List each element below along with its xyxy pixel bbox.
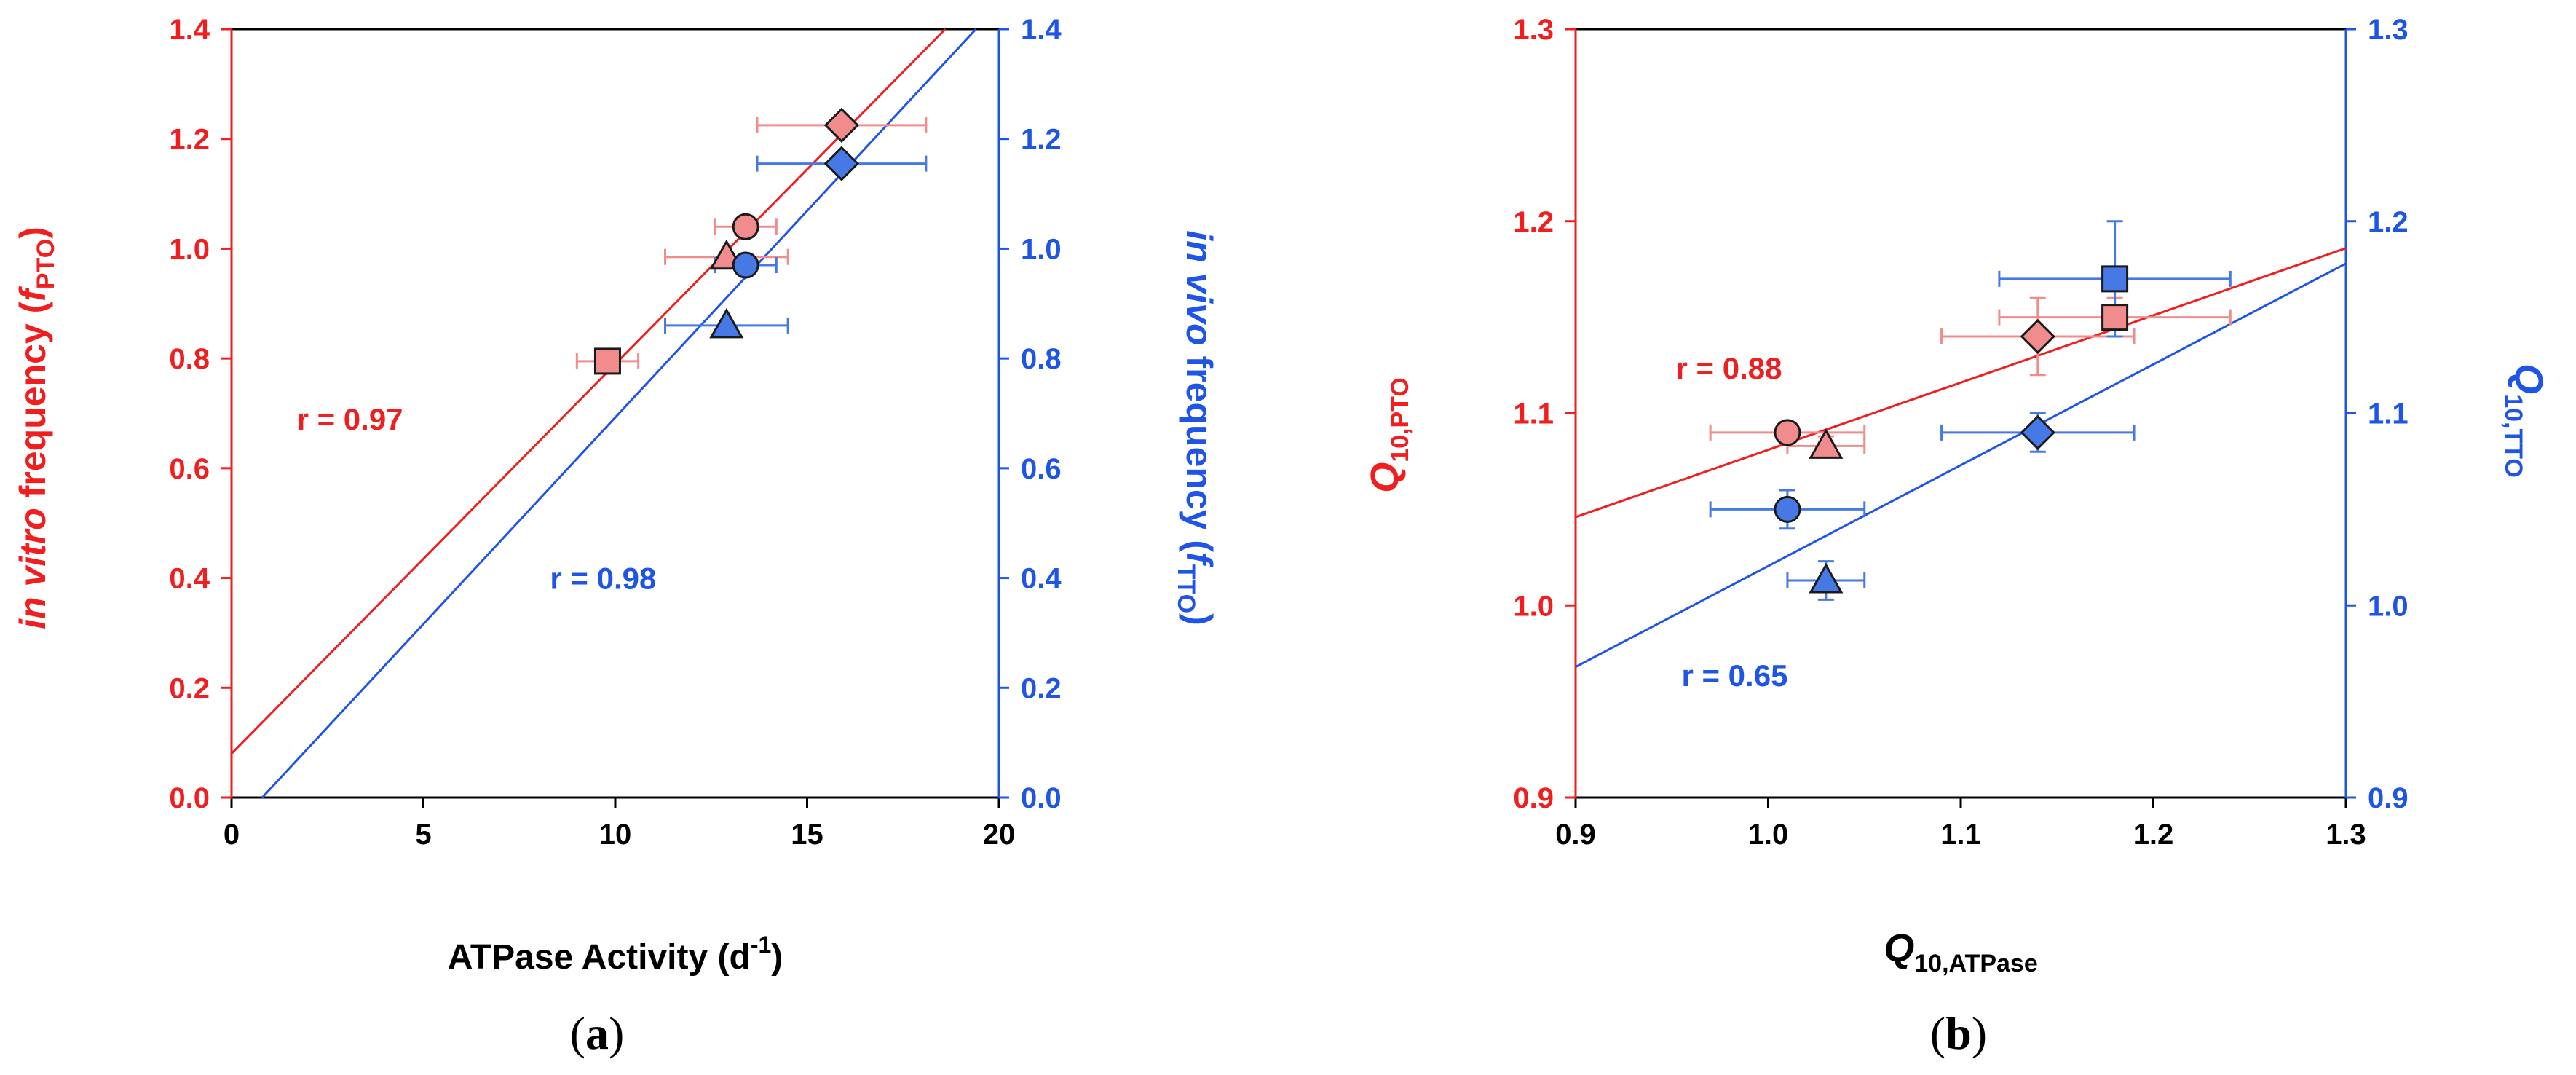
fit-line-blue <box>261 28 977 799</box>
right-y-tick-label: 1.2 <box>2368 206 2409 238</box>
right-y-title-text: frequency ( <box>1179 346 1220 553</box>
x-tick-label: 1.1 <box>1940 819 1981 851</box>
right-y-title-italic: in vivo <box>1179 230 1220 345</box>
fit-line-red <box>1575 247 2347 519</box>
right-y-tick-label: 1.0 <box>2368 590 2409 622</box>
right-y-axis-title: Q10,TTO <box>2500 363 2551 478</box>
panel-a: 0 5 10 15 200.0 0.00.2 0.20.4 0.40.6 0.60.8 0.81.… <box>12 14 1220 1059</box>
right-y-title-close: ) <box>1179 613 1220 626</box>
right-y-title-sub: TTO <box>1172 564 1200 613</box>
right-y-tick-label: 1.3 <box>2368 14 2409 46</box>
right-y-title-f: f <box>1179 552 1220 567</box>
panel-label-letter: b <box>1945 1007 1972 1059</box>
left-y-tick-label: 1.0 <box>1513 590 1554 622</box>
red-square-marker <box>2101 304 2129 331</box>
panel-label-close: ) <box>609 1007 624 1059</box>
x-tick-label: 20 <box>983 819 1016 851</box>
right-y-title-q: Q <box>2507 363 2551 394</box>
x-tick-label: 1.0 <box>1748 819 1789 851</box>
right-y-title-sub: 10,TTO <box>2500 394 2527 478</box>
red-diamond-marker <box>2020 318 2055 355</box>
panel-label-open: ( <box>570 1007 585 1059</box>
left-y-tick-label: 1.2 <box>1513 206 1554 238</box>
right-y-tick-label: 0.6 <box>1021 453 1062 485</box>
red-circle-marker <box>1774 419 1801 446</box>
left-y-axis-title: in vitro frequency (fPTO) <box>12 227 60 629</box>
x-axis-title-close: ) <box>771 938 783 977</box>
x-axis-title-sup: -1 <box>751 932 771 958</box>
blue-circle-marker <box>732 251 759 279</box>
left-y-tick-label: 1.3 <box>1513 14 1554 46</box>
x-axis-title-sub: 10,ATPase <box>1914 950 2037 977</box>
left-y-tick-label: 0.2 <box>169 672 210 704</box>
panel-label: (a) <box>570 1007 625 1059</box>
left-y-axis-title: Q10,PTO <box>1363 377 1414 493</box>
fit-line-blue <box>1575 262 2347 668</box>
left-y-tick-label: 1.2 <box>169 124 210 156</box>
right-y-tick-label: 1.4 <box>1021 14 1062 46</box>
left-y-tick-label: 0.0 <box>169 782 210 814</box>
left-y-title-sub: PTO <box>32 239 60 289</box>
panel-label-close: ) <box>1972 1007 1987 1059</box>
x-axis-title: ATPase Activity (d-1) <box>448 932 783 977</box>
panel-b: 0.9 1.0 1.1 1.2 1.30.9 0.91.0 1.01.1 1.11.2 1.21… <box>1363 14 2551 1059</box>
left-y-title-f: f <box>12 286 53 302</box>
x-tick-label: 1.2 <box>2133 819 2174 851</box>
panel-label: (b) <box>1930 1007 1987 1059</box>
blue-triangle-marker <box>709 307 744 339</box>
red-triangle-marker <box>1809 428 1844 459</box>
right-y-tick-label: 0.8 <box>1021 343 1062 375</box>
left-y-tick-label: 0.6 <box>169 453 210 485</box>
blue-square-marker <box>2101 265 2129 293</box>
blue-circle-marker <box>1774 495 1801 523</box>
x-tick-label: 15 <box>791 819 823 851</box>
x-tick-label: 5 <box>415 819 431 851</box>
left-y-title-sub: 10,PTO <box>1386 377 1414 462</box>
blue-triangle-marker <box>1809 562 1844 594</box>
x-tick-label: 0 <box>224 819 240 851</box>
right-y-tick-label: 0.2 <box>1021 672 1062 704</box>
r-value-label-blue: r = 0.98 <box>550 562 656 596</box>
right-y-axis-title: in vivo frequency (fTTO) <box>1172 230 1220 625</box>
panel-label-letter: a <box>585 1007 609 1059</box>
blue-diamond-marker <box>823 146 860 181</box>
left-y-tick-label: 1.1 <box>1513 398 1554 430</box>
panel-label-open: ( <box>1930 1007 1945 1059</box>
x-tick-label: 10 <box>599 819 632 851</box>
red-circle-marker <box>732 213 759 240</box>
red-diamond-marker <box>823 107 860 143</box>
right-y-tick-label: 1.1 <box>2368 398 2409 430</box>
right-y-tick-label: 0.9 <box>2368 782 2409 814</box>
right-y-tick-label: 0.0 <box>1021 782 1062 814</box>
left-y-tick-label: 0.4 <box>169 563 210 595</box>
fit-line-red <box>230 28 947 755</box>
red-square-marker <box>593 347 621 375</box>
x-axis-title-text: ATPase Activity (d <box>448 938 751 977</box>
left-y-tick-label: 1.0 <box>169 233 210 265</box>
right-y-tick-label: 1.0 <box>1021 233 1062 265</box>
r-value-label-red: r = 0.88 <box>1676 351 1782 385</box>
r-value-label-red: r = 0.97 <box>297 402 403 436</box>
right-y-tick-label: 1.2 <box>1021 124 1062 156</box>
left-y-tick-label: 0.8 <box>169 343 210 375</box>
left-y-title-q: Q <box>1363 462 1407 493</box>
x-axis-title: Q10,ATPase <box>1884 926 2037 977</box>
x-tick-label: 1.3 <box>2326 819 2366 851</box>
left-y-title-text: frequency ( <box>12 301 53 508</box>
left-y-tick-label: 1.4 <box>169 14 210 46</box>
x-tick-label: 0.9 <box>1555 819 1596 851</box>
blue-diamond-marker <box>2020 414 2055 450</box>
left-y-title-close: ) <box>12 227 53 239</box>
r-value-label-blue: r = 0.65 <box>1681 658 1787 693</box>
left-y-tick-label: 0.9 <box>1513 782 1554 814</box>
right-y-tick-label: 0.4 <box>1021 563 1062 595</box>
x-axis-title-q: Q <box>1884 926 1914 970</box>
left-y-title-italic: in vitro <box>12 508 53 629</box>
